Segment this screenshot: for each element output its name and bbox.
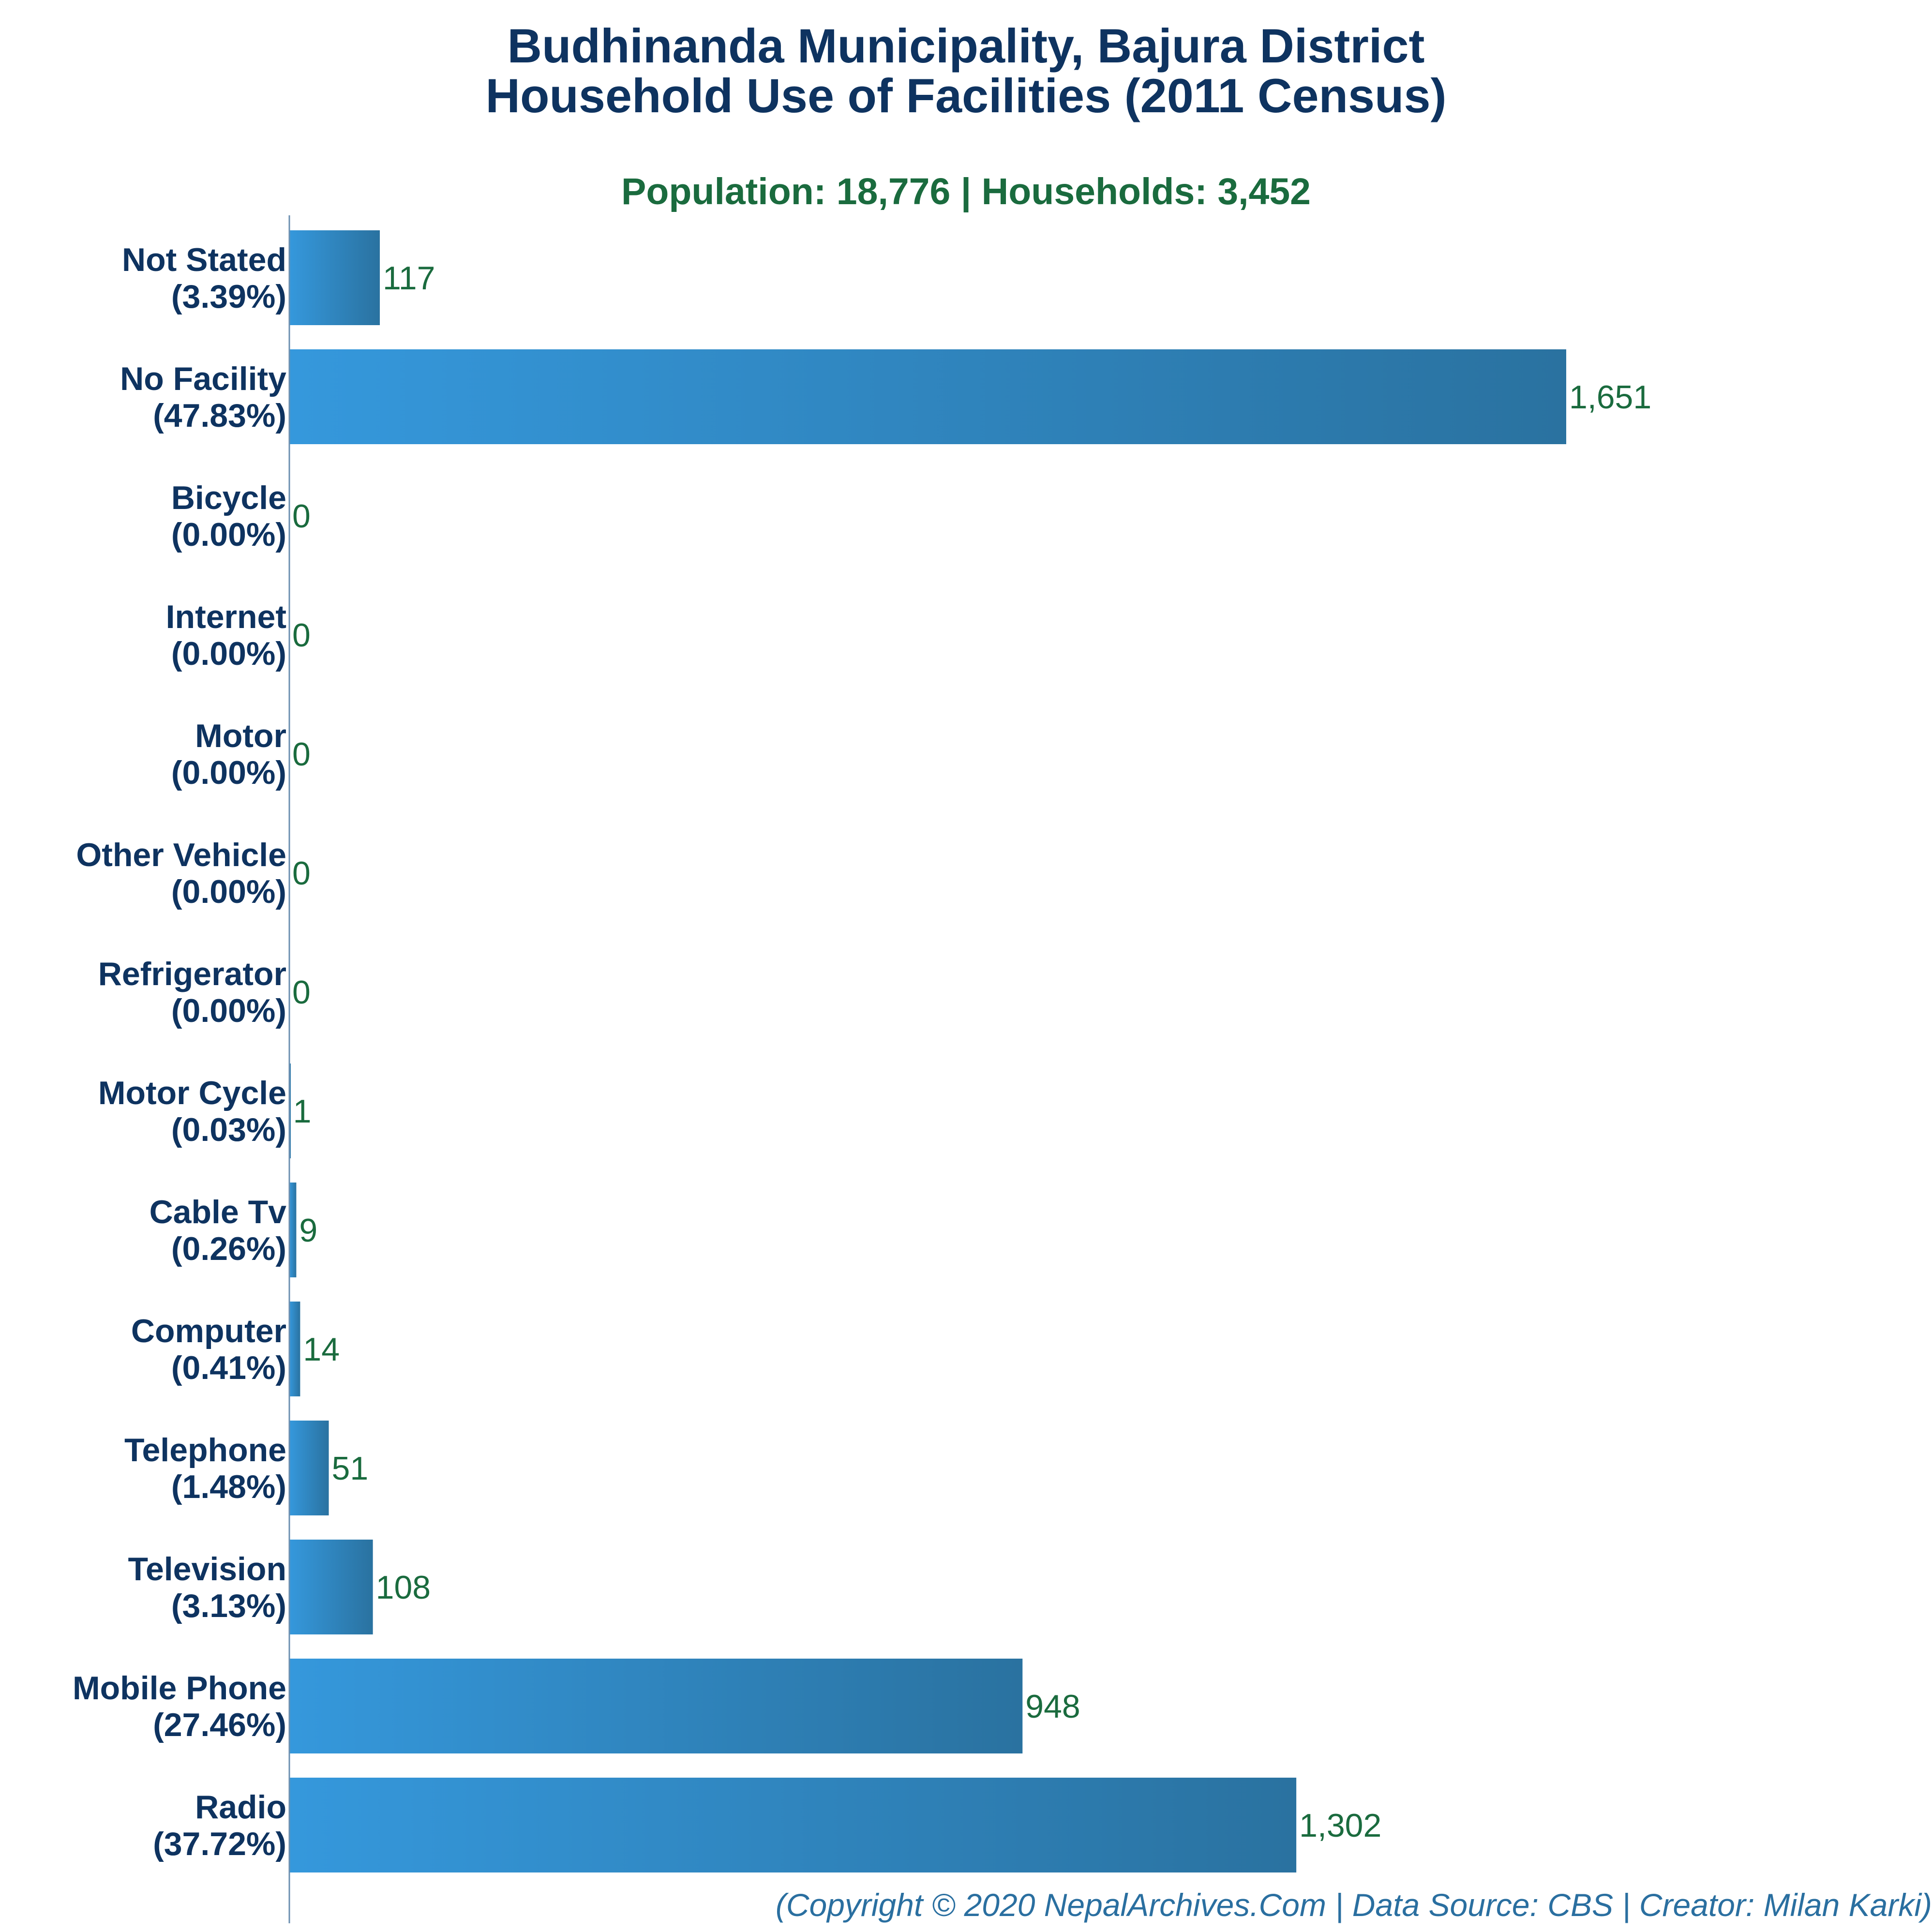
category-label: Computer [131, 1313, 286, 1349]
bar-radio [289, 1778, 1297, 1872]
category-percent-label: (0.00%) [171, 992, 286, 1029]
value-label: 117 [383, 260, 435, 297]
category-percent-label: (0.00%) [171, 754, 286, 791]
category-label: Mobile Phone [73, 1670, 286, 1707]
value-label: 1 [293, 1093, 312, 1130]
value-label: 0 [292, 736, 311, 773]
bar-television [289, 1540, 373, 1634]
category-percent-label: (3.13%) [171, 1588, 286, 1624]
category-percent-label: (37.72%) [153, 1826, 286, 1862]
bar-mobile-phone [289, 1659, 1023, 1753]
bar-not-stated [289, 230, 380, 325]
category-label: Television [128, 1551, 286, 1588]
category-label: Other Vehicle [76, 837, 286, 873]
category-percent-label: (47.83%) [153, 397, 286, 434]
category-label: Cable Tv [150, 1194, 287, 1230]
value-label: 9 [299, 1212, 317, 1249]
value-label: 1,651 [1569, 379, 1651, 416]
value-label: 14 [303, 1331, 340, 1368]
value-label: 0 [292, 617, 311, 654]
category-label: No Facility [120, 360, 286, 397]
value-label: 1,302 [1299, 1807, 1381, 1844]
chart-footer-credit: (Copyright © 2020 NepalArchives.Com | Da… [775, 1887, 1932, 1923]
chart-title-line-1: Budhinanda Municipality, Bajura District [507, 19, 1425, 73]
category-label: Motor [195, 718, 286, 754]
value-label: 51 [332, 1450, 369, 1487]
category-label: Bicycle [171, 479, 286, 516]
bar-no-facility [289, 349, 1566, 444]
value-label: 0 [292, 974, 311, 1011]
category-percent-label: (3.39%) [171, 278, 286, 315]
value-label: 0 [292, 855, 311, 892]
category-label: Internet [166, 599, 286, 635]
value-label: 0 [292, 498, 311, 535]
category-percent-label: (0.00%) [171, 635, 286, 672]
category-percent-label: (0.41%) [171, 1349, 286, 1386]
category-percent-label: (0.26%) [171, 1230, 286, 1267]
chart-title-line-2: Household Use of Facilities (2011 Census… [485, 69, 1447, 122]
value-label: 948 [1025, 1688, 1080, 1725]
category-label: Radio [195, 1789, 286, 1826]
chart-subtitle: Population: 18,776 | Households: 3,452 [621, 171, 1311, 212]
category-label: Telephone [124, 1432, 286, 1468]
category-percent-label: (0.00%) [171, 516, 286, 553]
bar-computer [289, 1302, 300, 1396]
category-label: Not Stated [122, 241, 286, 278]
bar-telephone [289, 1421, 329, 1515]
category-percent-label: (1.48%) [171, 1468, 286, 1505]
value-label: 108 [376, 1569, 431, 1606]
category-percent-label: (27.46%) [153, 1707, 286, 1743]
category-label: Motor Cycle [98, 1075, 286, 1111]
bar-cable-tv [289, 1183, 297, 1277]
category-label: Refrigerator [98, 956, 286, 992]
category-percent-label: (0.03%) [171, 1111, 286, 1148]
category-percent-label: (0.00%) [171, 873, 286, 910]
